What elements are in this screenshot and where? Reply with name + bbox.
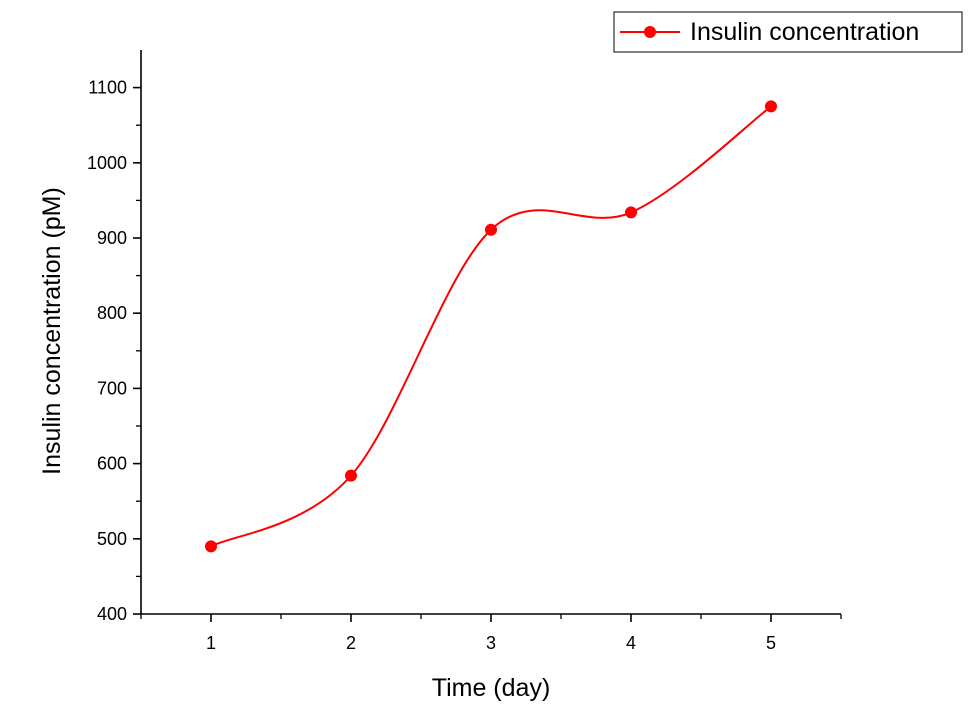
series-line bbox=[210, 105, 772, 548]
x-axis-title: Time (day) bbox=[432, 674, 551, 702]
y-ticks: 400 500 600 700 800 900 1000 1100 bbox=[87, 78, 141, 624]
legend: Insulin concentration bbox=[613, 11, 963, 53]
x-tick-label: 2 bbox=[346, 633, 356, 653]
x-ticks: 1 2 3 4 5 bbox=[140, 614, 842, 653]
data-point bbox=[765, 100, 777, 113]
data-point bbox=[485, 223, 497, 236]
data-point bbox=[345, 469, 357, 482]
y-axis-title: Insulin concentration (pM) bbox=[38, 187, 66, 475]
y-tick-label: 1000 bbox=[87, 153, 127, 173]
x-tick-label: 1 bbox=[206, 633, 216, 653]
x-tick-label: 3 bbox=[486, 633, 496, 653]
y-tick-label: 800 bbox=[97, 303, 127, 323]
y-tick-label: 500 bbox=[97, 529, 127, 549]
data-point bbox=[625, 206, 637, 219]
x-tick-label: 5 bbox=[766, 633, 776, 653]
legend-label: Insulin concentration bbox=[690, 18, 919, 46]
legend-marker bbox=[644, 26, 656, 38]
y-tick-label: 1100 bbox=[88, 78, 127, 98]
x-tick-label: 4 bbox=[626, 633, 636, 653]
y-tick-label: 900 bbox=[97, 228, 127, 248]
y-tick-label: 700 bbox=[97, 378, 127, 398]
y-tick-label: 400 bbox=[97, 604, 127, 624]
axes bbox=[140, 50, 841, 615]
y-tick-label: 600 bbox=[97, 454, 127, 474]
data-point bbox=[205, 540, 217, 553]
series-layer bbox=[205, 100, 777, 553]
